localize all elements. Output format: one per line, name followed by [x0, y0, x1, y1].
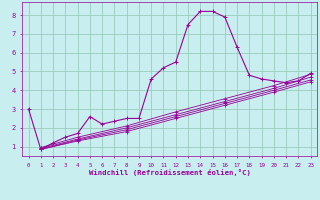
X-axis label: Windchill (Refroidissement éolien,°C): Windchill (Refroidissement éolien,°C): [89, 169, 251, 176]
